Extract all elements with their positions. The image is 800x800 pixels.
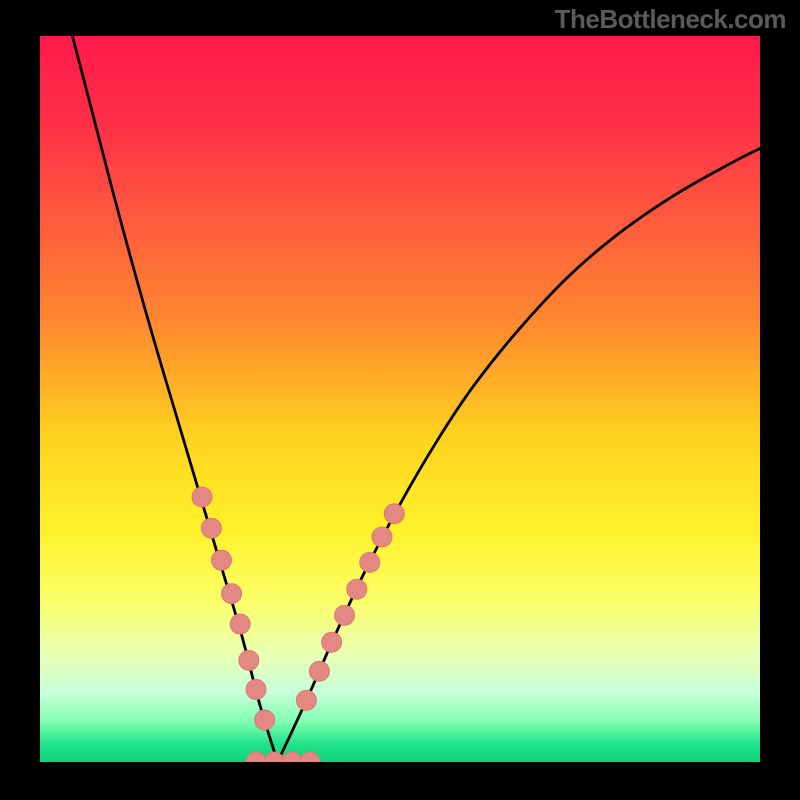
marker-left — [246, 679, 266, 699]
marker-left — [192, 487, 212, 507]
marker-left — [201, 518, 221, 538]
marker-right — [360, 552, 380, 572]
marker-right — [309, 661, 329, 681]
watermark-text: TheBottleneck.com — [555, 4, 786, 35]
marker-right — [372, 527, 392, 547]
marker-right — [335, 605, 355, 625]
marker-right — [322, 632, 342, 652]
marker-right — [296, 690, 316, 710]
chart-container: TheBottleneck.com — [0, 0, 800, 800]
marker-right — [347, 579, 367, 599]
marker-left — [222, 584, 242, 604]
marker-left — [230, 614, 250, 634]
gradient-background — [40, 36, 760, 762]
plot-area — [40, 36, 760, 762]
marker-left — [239, 650, 259, 670]
marker-right — [384, 504, 404, 524]
marker-left — [255, 710, 275, 730]
marker-left — [211, 550, 231, 570]
